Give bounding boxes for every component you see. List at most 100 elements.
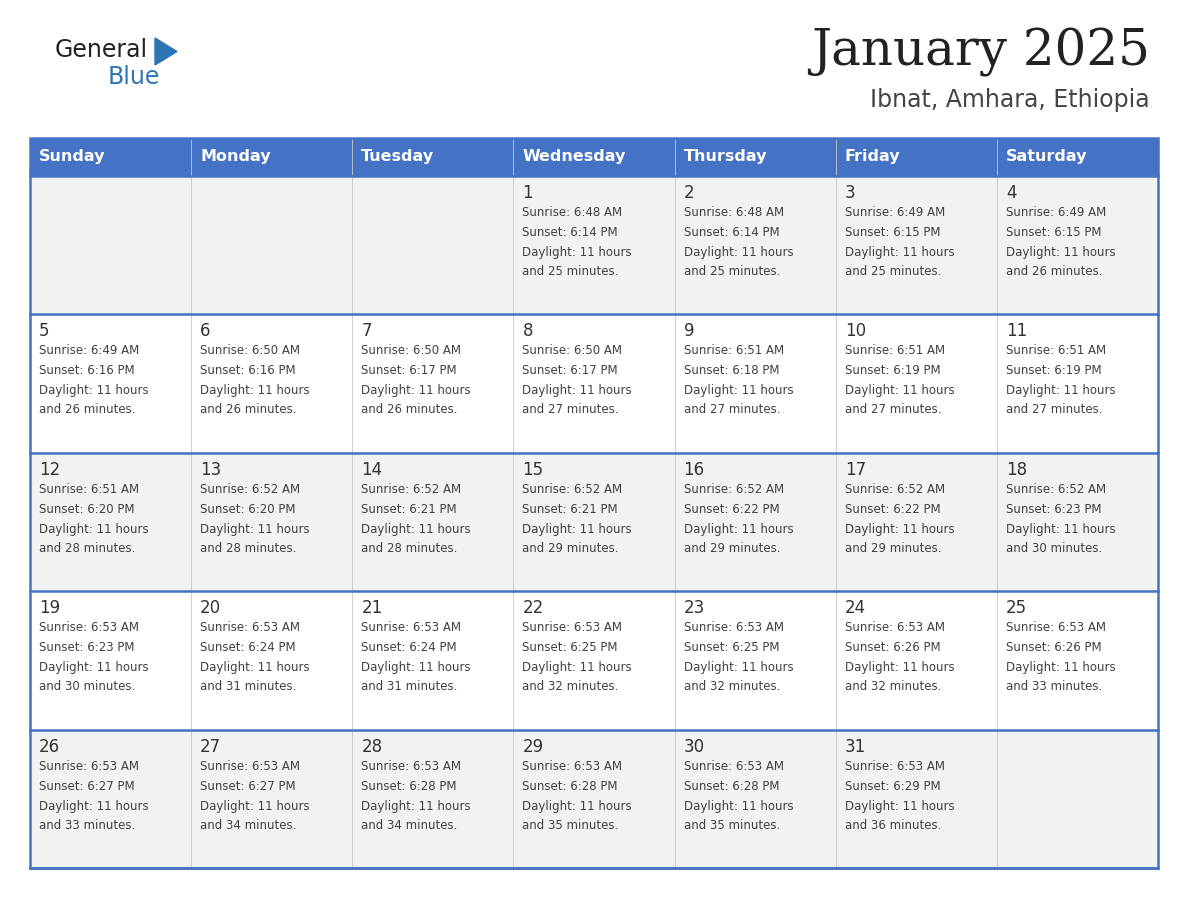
Text: Daylight: 11 hours: Daylight: 11 hours xyxy=(845,385,954,397)
Text: Daylight: 11 hours: Daylight: 11 hours xyxy=(523,800,632,812)
Text: and 27 minutes.: and 27 minutes. xyxy=(523,403,619,417)
Text: 11: 11 xyxy=(1006,322,1028,341)
Text: and 30 minutes.: and 30 minutes. xyxy=(1006,542,1102,554)
Text: Daylight: 11 hours: Daylight: 11 hours xyxy=(683,522,794,536)
Text: Daylight: 11 hours: Daylight: 11 hours xyxy=(523,661,632,674)
Text: Sunset: 6:14 PM: Sunset: 6:14 PM xyxy=(523,226,618,239)
Bar xyxy=(513,138,675,176)
Text: and 32 minutes.: and 32 minutes. xyxy=(523,680,619,693)
Text: 30: 30 xyxy=(683,737,704,756)
Text: Sunset: 6:21 PM: Sunset: 6:21 PM xyxy=(523,503,618,516)
Text: Daylight: 11 hours: Daylight: 11 hours xyxy=(361,385,470,397)
Text: 19: 19 xyxy=(39,599,61,617)
Text: Daylight: 11 hours: Daylight: 11 hours xyxy=(361,800,470,812)
Text: Sunday: Sunday xyxy=(39,150,106,164)
Text: Daylight: 11 hours: Daylight: 11 hours xyxy=(200,385,310,397)
Text: Sunset: 6:16 PM: Sunset: 6:16 PM xyxy=(39,364,134,377)
Text: Daylight: 11 hours: Daylight: 11 hours xyxy=(361,522,470,536)
Text: 5: 5 xyxy=(39,322,50,341)
Text: Sunrise: 6:51 AM: Sunrise: 6:51 AM xyxy=(845,344,944,357)
Text: Daylight: 11 hours: Daylight: 11 hours xyxy=(523,385,632,397)
Text: and 31 minutes.: and 31 minutes. xyxy=(200,680,297,693)
Text: Sunrise: 6:50 AM: Sunrise: 6:50 AM xyxy=(523,344,623,357)
Text: 6: 6 xyxy=(200,322,210,341)
Text: Sunrise: 6:48 AM: Sunrise: 6:48 AM xyxy=(683,206,784,219)
Text: Daylight: 11 hours: Daylight: 11 hours xyxy=(39,522,148,536)
Text: Tuesday: Tuesday xyxy=(361,150,435,164)
Text: 24: 24 xyxy=(845,599,866,617)
Text: 20: 20 xyxy=(200,599,221,617)
Bar xyxy=(353,138,513,176)
Text: Sunrise: 6:53 AM: Sunrise: 6:53 AM xyxy=(683,621,784,634)
Text: Ibnat, Amhara, Ethiopia: Ibnat, Amhara, Ethiopia xyxy=(871,88,1150,112)
Text: Sunset: 6:25 PM: Sunset: 6:25 PM xyxy=(523,641,618,655)
Text: Daylight: 11 hours: Daylight: 11 hours xyxy=(845,522,954,536)
Text: Sunset: 6:21 PM: Sunset: 6:21 PM xyxy=(361,503,457,516)
Text: and 26 minutes.: and 26 minutes. xyxy=(39,403,135,417)
Text: Daylight: 11 hours: Daylight: 11 hours xyxy=(39,385,148,397)
Text: 17: 17 xyxy=(845,461,866,479)
Text: Daylight: 11 hours: Daylight: 11 hours xyxy=(523,522,632,536)
Bar xyxy=(30,730,1158,868)
Text: Sunset: 6:15 PM: Sunset: 6:15 PM xyxy=(1006,226,1101,239)
Text: 1: 1 xyxy=(523,184,533,202)
Text: and 36 minutes.: and 36 minutes. xyxy=(845,819,941,832)
Bar xyxy=(30,314,1158,453)
Bar xyxy=(835,138,997,176)
Text: Sunrise: 6:52 AM: Sunrise: 6:52 AM xyxy=(200,483,301,496)
Text: and 29 minutes.: and 29 minutes. xyxy=(683,542,781,554)
Text: Sunrise: 6:52 AM: Sunrise: 6:52 AM xyxy=(523,483,623,496)
Text: and 28 minutes.: and 28 minutes. xyxy=(39,542,135,554)
Text: Sunrise: 6:51 AM: Sunrise: 6:51 AM xyxy=(1006,344,1106,357)
Text: 2: 2 xyxy=(683,184,694,202)
Text: Friday: Friday xyxy=(845,150,901,164)
Text: Sunrise: 6:52 AM: Sunrise: 6:52 AM xyxy=(845,483,944,496)
Text: and 30 minutes.: and 30 minutes. xyxy=(39,680,135,693)
Bar xyxy=(997,138,1158,176)
Text: Monday: Monday xyxy=(200,150,271,164)
Text: Sunrise: 6:53 AM: Sunrise: 6:53 AM xyxy=(200,759,301,773)
Text: Sunset: 6:16 PM: Sunset: 6:16 PM xyxy=(200,364,296,377)
Text: Daylight: 11 hours: Daylight: 11 hours xyxy=(1006,385,1116,397)
Text: Sunrise: 6:53 AM: Sunrise: 6:53 AM xyxy=(845,621,944,634)
Text: Thursday: Thursday xyxy=(683,150,767,164)
Text: Daylight: 11 hours: Daylight: 11 hours xyxy=(1006,661,1116,674)
Text: 10: 10 xyxy=(845,322,866,341)
Text: Wednesday: Wednesday xyxy=(523,150,626,164)
Text: Sunrise: 6:51 AM: Sunrise: 6:51 AM xyxy=(39,483,139,496)
Text: 4: 4 xyxy=(1006,184,1017,202)
Text: Daylight: 11 hours: Daylight: 11 hours xyxy=(200,522,310,536)
Bar xyxy=(30,138,1158,868)
Text: 27: 27 xyxy=(200,737,221,756)
Text: Daylight: 11 hours: Daylight: 11 hours xyxy=(683,385,794,397)
Text: 18: 18 xyxy=(1006,461,1026,479)
Text: Sunset: 6:28 PM: Sunset: 6:28 PM xyxy=(523,779,618,792)
Text: Daylight: 11 hours: Daylight: 11 hours xyxy=(1006,246,1116,259)
Text: and 35 minutes.: and 35 minutes. xyxy=(683,819,779,832)
Text: and 33 minutes.: and 33 minutes. xyxy=(39,819,135,832)
Text: and 31 minutes.: and 31 minutes. xyxy=(361,680,457,693)
Text: and 32 minutes.: and 32 minutes. xyxy=(683,680,781,693)
Bar xyxy=(30,453,1158,591)
Text: Sunrise: 6:49 AM: Sunrise: 6:49 AM xyxy=(1006,206,1106,219)
Text: Daylight: 11 hours: Daylight: 11 hours xyxy=(200,800,310,812)
Text: Sunrise: 6:49 AM: Sunrise: 6:49 AM xyxy=(39,344,139,357)
Text: Sunrise: 6:53 AM: Sunrise: 6:53 AM xyxy=(361,759,461,773)
Text: Daylight: 11 hours: Daylight: 11 hours xyxy=(683,800,794,812)
Text: and 28 minutes.: and 28 minutes. xyxy=(361,542,457,554)
Text: and 26 minutes.: and 26 minutes. xyxy=(200,403,297,417)
Text: Sunrise: 6:51 AM: Sunrise: 6:51 AM xyxy=(683,344,784,357)
Text: 15: 15 xyxy=(523,461,544,479)
Text: 23: 23 xyxy=(683,599,704,617)
Text: Sunset: 6:26 PM: Sunset: 6:26 PM xyxy=(845,641,941,655)
Text: Sunrise: 6:52 AM: Sunrise: 6:52 AM xyxy=(683,483,784,496)
Text: Daylight: 11 hours: Daylight: 11 hours xyxy=(845,661,954,674)
Text: and 27 minutes.: and 27 minutes. xyxy=(1006,403,1102,417)
Text: Sunrise: 6:52 AM: Sunrise: 6:52 AM xyxy=(361,483,461,496)
Text: Blue: Blue xyxy=(108,65,160,89)
Text: Sunset: 6:25 PM: Sunset: 6:25 PM xyxy=(683,641,779,655)
Text: and 29 minutes.: and 29 minutes. xyxy=(523,542,619,554)
Text: and 28 minutes.: and 28 minutes. xyxy=(200,542,297,554)
Text: Daylight: 11 hours: Daylight: 11 hours xyxy=(523,246,632,259)
Text: and 27 minutes.: and 27 minutes. xyxy=(845,403,941,417)
